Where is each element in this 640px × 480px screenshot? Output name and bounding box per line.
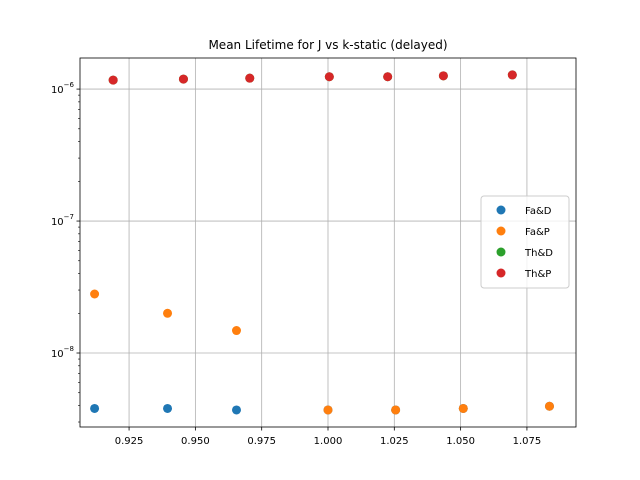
grid-layer bbox=[80, 58, 576, 427]
legend-label: Th&D bbox=[524, 248, 553, 259]
chart-title: Mean Lifetime for J vs k-static (delayed… bbox=[208, 38, 447, 52]
point-th-p bbox=[383, 72, 393, 82]
point-fa-p bbox=[163, 308, 173, 318]
x-tick-label: 1.075 bbox=[513, 436, 542, 447]
point-th-p bbox=[178, 74, 188, 84]
y-tick-label: 10−7 bbox=[51, 213, 74, 228]
point-fa-p bbox=[231, 326, 241, 336]
y-tick-exponent: −8 bbox=[64, 345, 74, 353]
point-fa-d bbox=[163, 403, 173, 413]
y-tick-exponent: −7 bbox=[64, 213, 74, 221]
legend-marker bbox=[496, 226, 506, 236]
y-tick-exponent: −6 bbox=[64, 81, 75, 89]
legend-label: Th&P bbox=[524, 269, 551, 280]
x-tick-label: 0.975 bbox=[247, 436, 276, 447]
points-layer bbox=[90, 70, 554, 415]
x-tick-label: 0.950 bbox=[181, 436, 210, 447]
point-th-p bbox=[507, 70, 517, 80]
legend-label: Fa&D bbox=[525, 206, 552, 217]
y-tick-label: 10−6 bbox=[51, 81, 75, 96]
legend: Fa&D Fa&P Th&D Th&P bbox=[480, 195, 570, 289]
point-fa-d bbox=[231, 405, 241, 415]
ticks-layer: 0.925 0.950 0.975 1.000 1.025 1.050 1.07510−81… bbox=[51, 81, 541, 447]
legend-marker bbox=[496, 247, 506, 257]
x-tick-label: 1.050 bbox=[446, 436, 475, 447]
point-th-p bbox=[108, 75, 118, 85]
y-tick-label: 10−8 bbox=[51, 345, 74, 360]
legend-marker bbox=[496, 268, 506, 278]
point-fa-p bbox=[458, 403, 468, 413]
point-fa-p bbox=[323, 405, 333, 415]
y-tick-base: 10 bbox=[51, 217, 64, 228]
x-tick-label: 1.000 bbox=[314, 436, 343, 447]
x-tick-label: 1.025 bbox=[380, 436, 409, 447]
legend-marker bbox=[496, 205, 506, 215]
point-th-p bbox=[438, 71, 448, 81]
point-fa-p bbox=[544, 401, 554, 411]
point-th-p bbox=[245, 73, 255, 83]
legend-box bbox=[480, 195, 570, 289]
point-fa-p bbox=[391, 405, 401, 415]
y-tick-base: 10 bbox=[51, 349, 64, 360]
y-tick-base: 10 bbox=[51, 85, 64, 96]
legend-label: Fa&P bbox=[525, 227, 550, 238]
point-fa-p bbox=[90, 289, 100, 299]
point-th-p bbox=[324, 72, 334, 82]
point-fa-d bbox=[90, 403, 100, 413]
x-tick-label: 0.925 bbox=[115, 436, 144, 447]
